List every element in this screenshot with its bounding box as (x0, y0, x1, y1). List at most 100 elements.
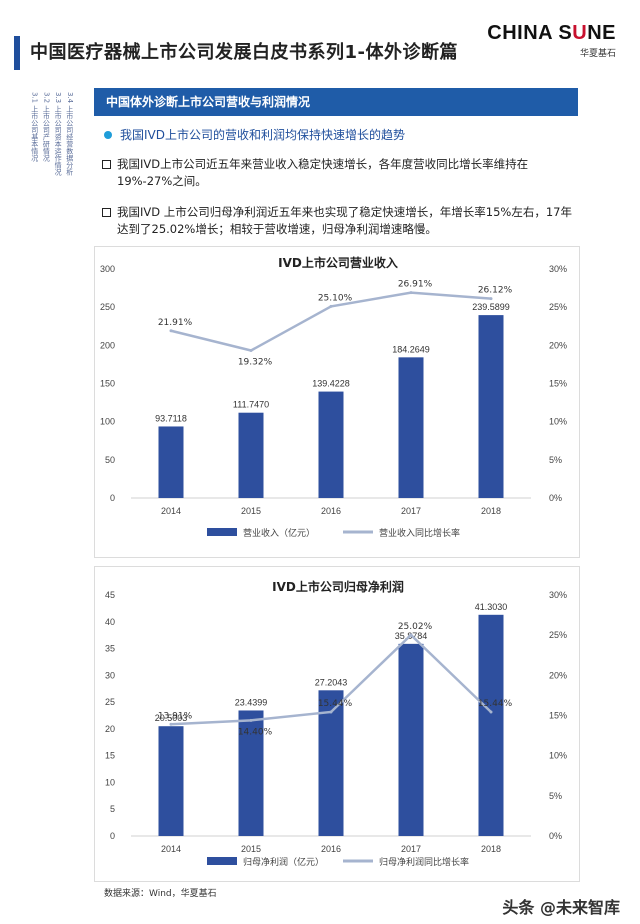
growth-label: 15.44% (478, 699, 513, 709)
growth-point (169, 722, 173, 726)
y-tick-label: 0 (110, 831, 115, 841)
section-header: 中国体外诊断上市公司营收与利润情况 (94, 88, 578, 116)
y2-tick-label: 5% (549, 791, 562, 801)
side-navigation: 3.1 上市公司基本情况 3.2 上市公司产研情况 3.3 上市公司资本运作情况… (30, 92, 78, 175)
x-tick-label: 2016 (321, 844, 341, 854)
bar (238, 710, 264, 836)
growth-point (249, 349, 253, 353)
growth-label: 26.12% (478, 286, 513, 296)
bar-value-label: 239.5899 (472, 302, 510, 312)
y-tick-label: 0 (110, 493, 115, 503)
profit-chart-svg: IVD上市公司归母净利润 0 5 10 15 20 25 30 35 40 45 0% 5% 10% 15%… (105, 579, 567, 868)
logo-text: CHINA S (487, 22, 573, 44)
growth-label: 26.91% (398, 280, 433, 290)
growth-label: 21.91% (158, 318, 193, 328)
growth-label: 19.32% (238, 358, 273, 368)
legend-swatch-bar (207, 857, 237, 865)
bar-value-label: 93.7118 (155, 413, 187, 423)
checkbox-square-icon (102, 208, 111, 217)
growth-point (489, 710, 493, 714)
key-point-text: 我国IVD上市公司的营收和利润均保持快速增长的趋势 (120, 128, 405, 142)
sidenav-item-3-1[interactable]: 3.1 上市公司基本情况 (30, 92, 39, 162)
chart-title: IVD上市公司归母净利润 (272, 579, 404, 594)
revenue-chart: IVD上市公司营业收入 0 50 100 150 200 250 300 0% 5% 10% 15% 2… (94, 246, 580, 558)
revenue-chart-svg: IVD上市公司营业收入 0 50 100 150 200 250 300 0% 5% 10% 15% 2… (100, 255, 567, 539)
y-tick-label: 30 (105, 670, 115, 680)
x-tick-label: 2014 (161, 506, 181, 516)
paragraph-text: 我国IVD上市公司近五年来营业收入稳定快速增长，各年度营收同比增长率维持在19%… (117, 157, 529, 188)
profit-chart: IVD上市公司归母净利润 0 5 10 15 20 25 30 35 40 45 0% 5% 10% 15%… (94, 566, 580, 882)
x-tick-label: 2014 (161, 844, 181, 854)
legend-swatch-bar (207, 528, 237, 536)
y-tick-label: 250 (100, 302, 115, 312)
bar (318, 391, 344, 498)
bar-value-label: 111.7470 (233, 400, 269, 410)
checkbox-square-icon (102, 160, 111, 169)
y2-tick-label: 30% (549, 590, 567, 600)
y-tick-label: 35 (105, 644, 115, 654)
x-tick-label: 2015 (241, 506, 261, 516)
growth-point (489, 297, 493, 301)
legend-label-bar: 营业收入（亿元） (243, 527, 315, 539)
bar-value-label: 27.2043 (315, 677, 348, 687)
y-tick-label: 100 (100, 417, 115, 427)
sidenav-item-3-2[interactable]: 3.2 上市公司产研情况 (42, 92, 51, 162)
growth-point (329, 710, 333, 714)
bar (398, 643, 424, 836)
bar (158, 726, 184, 836)
y2-tick-label: 15% (549, 379, 567, 389)
y-tick-label: 200 (100, 340, 115, 350)
growth-point (249, 718, 253, 722)
y2-tick-label: 0% (549, 493, 562, 503)
bar-value-label: 23.4399 (235, 697, 268, 707)
y-tick-label: 300 (100, 264, 115, 274)
bar (158, 426, 184, 498)
logo-text-end: NE (587, 22, 616, 44)
y2-tick-label: 30% (549, 264, 567, 274)
growth-label: 13.91% (158, 711, 193, 721)
growth-point (409, 291, 413, 295)
y2-tick-label: 0% (549, 831, 562, 841)
x-tick-label: 2017 (401, 506, 421, 516)
y2-tick-label: 20% (549, 340, 567, 350)
page-title: 中国医疗器械上市公司发展白皮书系列1-体外诊断篇 (30, 42, 458, 63)
y2-tick-label: 10% (549, 417, 567, 427)
y-tick-label: 45 (105, 590, 115, 600)
paragraph-profit: 我国IVD 上市公司归母净利润近五年来也实现了稳定快速增长，年增长率15%左右，… (102, 204, 580, 238)
bar (318, 690, 344, 836)
bar-value-label: 184.2649 (392, 344, 430, 354)
x-tick-label: 2017 (401, 844, 421, 854)
x-tick-label: 2016 (321, 506, 341, 516)
growth-label: 25.02% (398, 622, 433, 632)
x-tick-label: 2015 (241, 844, 261, 854)
bar-value-label: 41.3030 (475, 602, 508, 612)
title-accent-bar (14, 36, 20, 70)
watermark: 头条 @未来智库 (502, 898, 620, 917)
legend-label-line: 营业收入同比增长率 (379, 527, 460, 539)
growth-label: 14.40% (238, 727, 273, 737)
sidenav-item-3-3[interactable]: 3.3 上市公司资本运作情况 (54, 92, 63, 176)
brand-logo: CHINA SUNE 华夏基石 (487, 22, 616, 59)
sidenav-item-3-4[interactable]: 3.4 上市公司经营数据分析 (65, 92, 74, 176)
key-point: 我国IVD上市公司的营收和利润均保持快速增长的趋势 (104, 126, 405, 143)
legend-label-line: 归母净利润同比增长率 (379, 856, 469, 868)
growth-label: 15.44% (318, 699, 353, 709)
bar-value-label: 20.5003 (155, 713, 188, 723)
growth-label: 25.10% (318, 293, 353, 303)
y-tick-label: 150 (100, 379, 115, 389)
y-tick-label: 40 (105, 617, 115, 627)
bar (478, 315, 504, 498)
logo-accent-letter: U (572, 22, 588, 44)
x-tick-label: 2018 (481, 506, 501, 516)
growth-point (409, 633, 413, 637)
y-tick-label: 25 (105, 697, 115, 707)
growth-point (169, 329, 173, 333)
data-source: 数据来源：Wind，华夏基石 (104, 889, 217, 899)
y-tick-label: 10 (105, 777, 115, 787)
y2-tick-label: 25% (549, 302, 567, 312)
x-tick-label: 2018 (481, 844, 501, 854)
y-tick-label: 15 (105, 751, 115, 761)
bar (478, 614, 504, 836)
y2-tick-label: 10% (549, 751, 567, 761)
y2-tick-label: 15% (549, 711, 567, 721)
